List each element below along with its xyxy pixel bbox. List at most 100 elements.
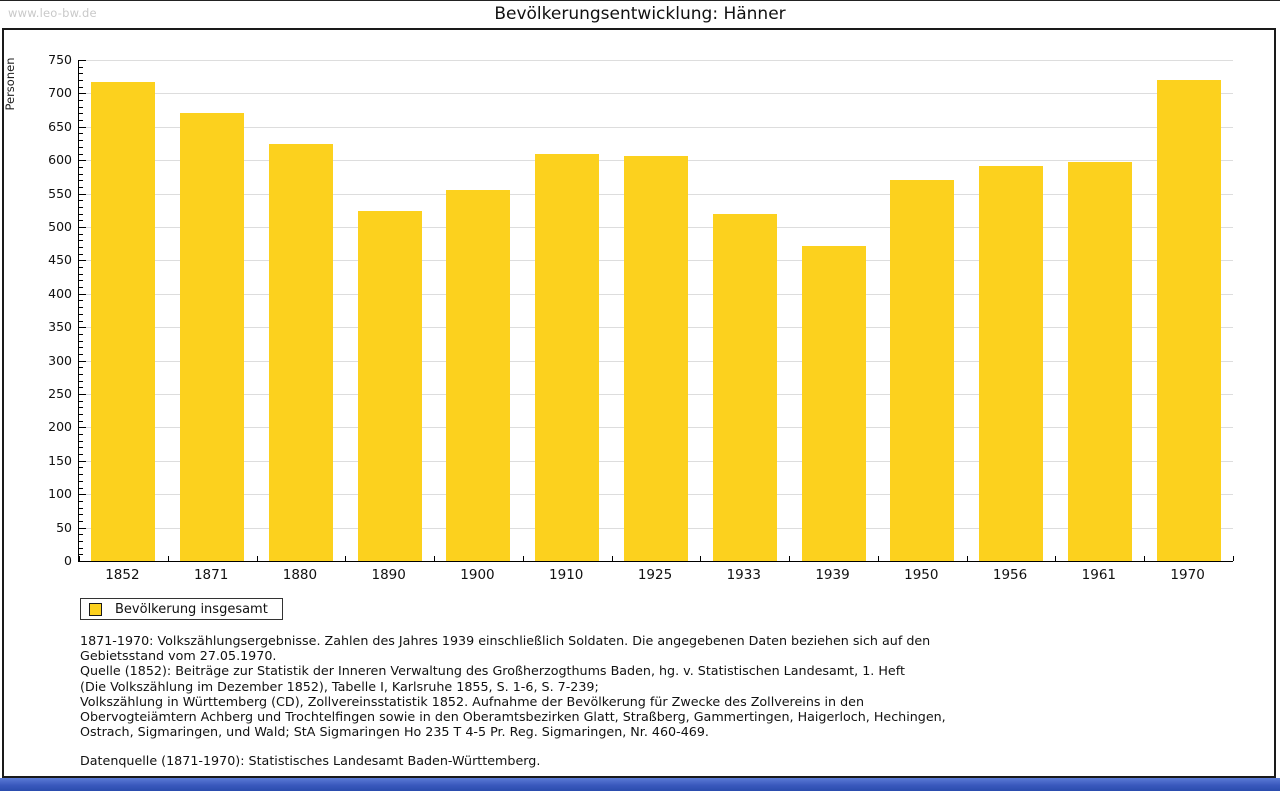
y-minor-tick	[79, 200, 83, 202]
x-tick-label-1890: 1890	[371, 567, 406, 583]
y-minor-tick	[79, 66, 83, 68]
y-minor-tick	[79, 166, 83, 168]
x-tick-label-1925: 1925	[637, 567, 673, 583]
note-line: Obervogteiämtern Achberg und Trochtelfin…	[80, 709, 946, 725]
y-tick-label-100: 100	[48, 486, 72, 502]
y-minor-tick	[79, 86, 83, 88]
bar-1871[interactable]	[180, 113, 245, 561]
y-minor-tick	[79, 367, 83, 369]
y-minor-tick	[79, 213, 83, 215]
x-tick-label-1852: 1852	[105, 567, 140, 583]
datasource-note: Datenquelle (1871-1970): Statistisches L…	[80, 753, 541, 769]
y-minor-tick	[79, 420, 83, 422]
y-tick-label-450: 450	[48, 252, 72, 268]
y-tick-label-50: 50	[56, 519, 72, 535]
y-minor-tick	[79, 387, 83, 389]
gridline-650	[79, 126, 1233, 128]
bar-1910[interactable]	[535, 153, 600, 561]
bar-1956[interactable]	[979, 165, 1044, 561]
x-tick-label-1956: 1956	[992, 567, 1028, 583]
legend: Bevölkerung insgesamt	[80, 598, 283, 620]
x-axis-tick	[168, 556, 169, 561]
y-minor-tick	[79, 106, 83, 108]
y-minor-tick	[79, 153, 83, 155]
y-major-tick	[79, 193, 86, 195]
y-tick-label-350: 350	[48, 319, 72, 335]
y-tick-label-0: 0	[64, 553, 72, 568]
bar-1970[interactable]	[1156, 80, 1221, 561]
y-minor-tick	[79, 434, 83, 436]
y-tick-label-600: 600	[48, 152, 72, 168]
note-line: (Die Volkszählung im Dezember 1852), Tab…	[80, 678, 599, 694]
y-minor-tick	[79, 180, 83, 182]
bar-1890[interactable]	[357, 210, 422, 561]
y-minor-tick	[79, 233, 83, 235]
y-major-tick	[79, 327, 86, 329]
y-minor-tick	[79, 347, 83, 349]
y-axis-title: Personen	[3, 57, 17, 111]
y-tick-label-650: 650	[48, 118, 72, 134]
bar-1880[interactable]	[268, 143, 333, 561]
bar-1925[interactable]	[624, 156, 688, 561]
y-minor-tick	[79, 500, 83, 502]
y-minor-tick	[79, 474, 83, 476]
x-axis-tick	[434, 556, 435, 561]
bar-1900[interactable]	[446, 189, 511, 561]
y-major-tick	[79, 93, 86, 95]
plot-area	[78, 60, 1234, 562]
y-minor-tick	[79, 547, 83, 549]
x-tick-label-1961: 1961	[1081, 567, 1117, 583]
y-minor-tick	[79, 454, 83, 456]
bar-1933[interactable]	[712, 214, 777, 561]
y-major-tick	[79, 260, 86, 262]
watermark: www.leo-bw.de	[8, 6, 97, 20]
y-minor-tick	[79, 514, 83, 516]
y-minor-tick	[79, 534, 83, 536]
y-minor-tick	[79, 113, 83, 115]
y-minor-tick	[79, 146, 83, 148]
y-minor-tick	[79, 507, 83, 509]
y-minor-tick	[79, 100, 83, 102]
y-minor-tick	[79, 140, 83, 142]
x-axis-tick	[878, 556, 879, 561]
y-minor-tick	[79, 120, 83, 122]
page-title: Bevölkerungsentwicklung: Hänner	[494, 4, 786, 24]
bottom-status-bar	[0, 778, 1280, 791]
x-axis-tick	[1144, 556, 1145, 561]
y-tick-label-500: 500	[48, 219, 72, 234]
bar-1852[interactable]	[91, 82, 156, 561]
y-major-tick	[79, 460, 86, 462]
y-tick-label-750: 750	[48, 52, 72, 67]
x-tick-label-1871: 1871	[193, 567, 229, 583]
y-minor-tick	[79, 373, 83, 375]
y-minor-tick	[79, 333, 83, 335]
y-minor-tick	[79, 173, 83, 175]
x-tick-label-1910: 1910	[549, 567, 584, 583]
x-axis-tick	[967, 556, 968, 561]
x-axis-tick	[612, 556, 613, 561]
x-tick-label-1939: 1939	[815, 567, 850, 583]
y-minor-tick	[79, 380, 83, 382]
y-major-tick	[79, 160, 86, 162]
bar-1939[interactable]	[801, 246, 866, 561]
y-minor-tick	[79, 253, 83, 255]
bar-1950[interactable]	[890, 180, 955, 561]
y-minor-tick	[79, 467, 83, 469]
y-minor-tick	[79, 133, 83, 135]
x-tick-label-1880: 1880	[282, 567, 318, 583]
x-tick-label-1900: 1900	[460, 567, 495, 583]
y-major-tick	[79, 394, 86, 395]
y-minor-tick	[79, 300, 83, 302]
y-major-tick	[79, 427, 86, 429]
note-line: 1871-1970: Volkszählungsergebnisse. Zahl…	[80, 633, 931, 648]
y-minor-tick	[79, 540, 83, 542]
x-axis-tick	[700, 556, 701, 561]
y-minor-tick	[79, 206, 83, 208]
y-minor-tick	[79, 73, 83, 75]
y-major-tick	[79, 60, 86, 61]
y-minor-tick	[79, 287, 83, 289]
page-top-border	[0, 0, 1280, 1]
y-major-tick	[79, 227, 86, 228]
bar-1961[interactable]	[1067, 161, 1132, 561]
